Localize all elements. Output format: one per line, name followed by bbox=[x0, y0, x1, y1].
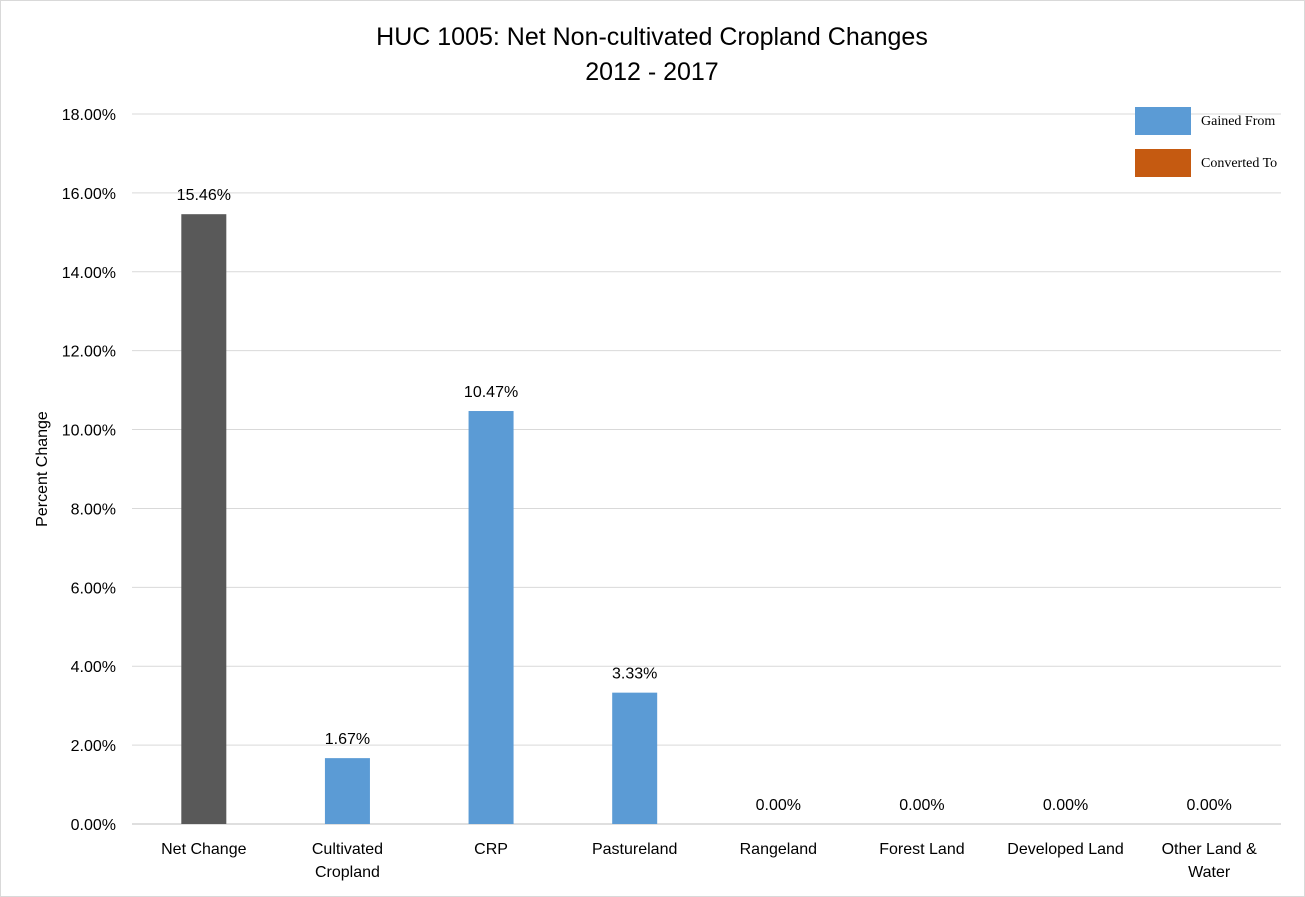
bar bbox=[324, 758, 370, 824]
x-tick-label: CRP bbox=[474, 841, 508, 858]
y-tick-label: 18.00% bbox=[62, 107, 116, 124]
x-tick-label: Cropland bbox=[315, 864, 380, 881]
legend-swatch bbox=[1135, 107, 1191, 135]
y-tick-label: 12.00% bbox=[62, 344, 116, 361]
y-tick-label: 16.00% bbox=[62, 186, 116, 203]
x-tick-label: Rangeland bbox=[740, 841, 817, 858]
bar bbox=[181, 214, 227, 824]
y-axis-label: Percent Change bbox=[34, 411, 51, 527]
data-label: 3.33% bbox=[612, 666, 657, 683]
bar bbox=[612, 692, 658, 824]
legend-label: Converted To bbox=[1201, 156, 1277, 171]
y-tick-label: 0.00% bbox=[71, 817, 116, 834]
x-tick-label: Cultivated bbox=[312, 841, 383, 858]
data-label: 10.47% bbox=[464, 384, 518, 401]
data-label: 15.46% bbox=[177, 187, 231, 204]
y-tick-label: 2.00% bbox=[71, 738, 116, 755]
legend: Gained From Converted To bbox=[1135, 107, 1277, 177]
x-tick-label: Forest Land bbox=[879, 841, 964, 858]
y-tick-label: 8.00% bbox=[71, 501, 116, 518]
data-label: 0.00% bbox=[1043, 797, 1088, 814]
y-tick-label: 4.00% bbox=[71, 659, 116, 676]
data-label: 0.00% bbox=[756, 797, 801, 814]
data-label: 0.00% bbox=[899, 797, 944, 814]
chart-subtitle: 2012 - 2017 bbox=[585, 58, 718, 86]
x-tick-label: Other Land & bbox=[1162, 841, 1258, 858]
y-tick-label: 14.00% bbox=[62, 265, 116, 282]
data-label: 1.67% bbox=[325, 731, 370, 748]
x-tick-label: Pastureland bbox=[592, 841, 677, 858]
x-tick-label: Water bbox=[1188, 864, 1231, 881]
bar bbox=[468, 411, 514, 824]
legend-swatch bbox=[1135, 149, 1191, 177]
data-label: 0.00% bbox=[1187, 797, 1232, 814]
legend-label: Gained From bbox=[1201, 114, 1275, 129]
x-tick-label: Developed Land bbox=[1007, 841, 1124, 858]
y-tick-label: 10.00% bbox=[62, 423, 116, 440]
chart-title: HUC 1005: Net Non-cultivated Cropland Ch… bbox=[376, 23, 928, 51]
x-tick-label: Net Change bbox=[161, 841, 246, 858]
y-tick-label: 6.00% bbox=[71, 580, 116, 597]
